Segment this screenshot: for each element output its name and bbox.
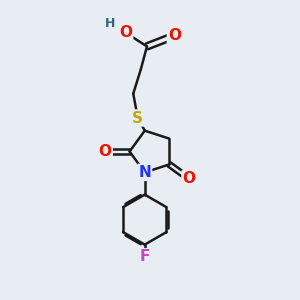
Text: O: O <box>168 28 181 43</box>
Text: S: S <box>132 110 143 125</box>
Text: O: O <box>182 171 196 186</box>
Text: N: N <box>138 165 151 180</box>
Text: O: O <box>99 144 112 159</box>
Text: F: F <box>140 249 150 264</box>
Text: O: O <box>119 25 132 40</box>
Text: H: H <box>105 17 116 30</box>
